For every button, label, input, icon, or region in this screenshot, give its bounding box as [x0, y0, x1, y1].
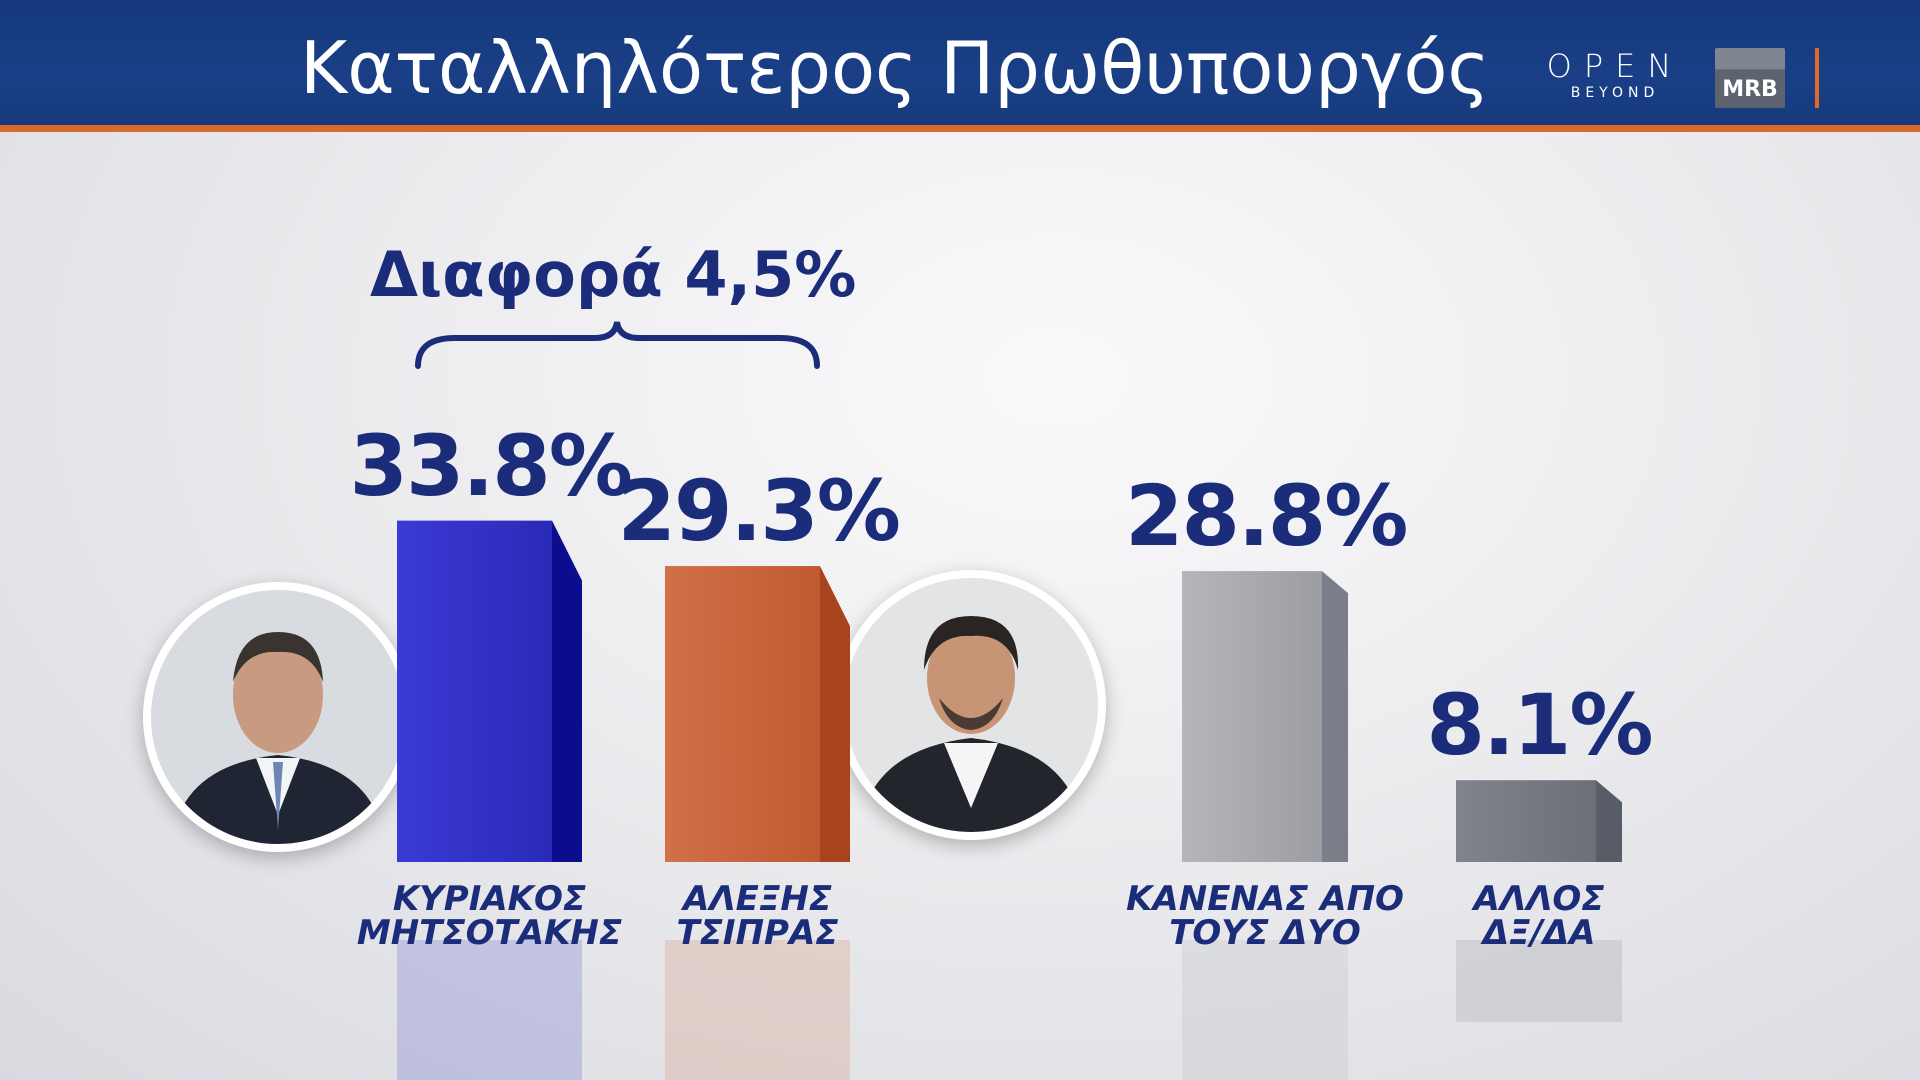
bar-value-label: 29.3%	[617, 462, 901, 561]
bar-reflection	[665, 940, 850, 1080]
category-label-line: ΑΛΕΞΗΣ	[682, 879, 832, 919]
avatar-mitsotakis	[143, 582, 413, 852]
bar-side	[1322, 571, 1348, 862]
category-label-line: ΤΟΥΣ ΔΥΟ	[1169, 913, 1361, 953]
channel-logo-name: OPEN	[1546, 47, 1684, 85]
difference-annotation: Διαφορά 4,5%	[370, 238, 857, 311]
category-label: ΚΑΝΕΝΑΣ ΑΠΟ ΤΟΥΣ ΔΥΟ	[1085, 882, 1445, 950]
bar-value-label: 33.8%	[349, 416, 633, 515]
bar-value-label: 28.8%	[1125, 467, 1408, 566]
category-label: ΑΛΕΞΗΣ ΤΣΙΠΡΑΣ	[578, 882, 938, 950]
bar-side	[552, 520, 582, 862]
bar-reflection	[397, 940, 582, 1080]
bar-side	[820, 566, 850, 862]
header-bar: Καταλληλότερος Πρωθυπουργός OPEN BEYOND …	[0, 0, 1920, 125]
bar-reflection	[1182, 940, 1348, 1080]
category-label-line: ΤΣΙΠΡΑΣ	[676, 913, 839, 953]
category-label-line: ΜΗΤΣΟΤΑΚΗΣ	[356, 913, 623, 953]
bar	[665, 566, 820, 862]
bar-value-label: 8.1%	[1426, 676, 1654, 775]
category-label-line: ΚΑΝΕΝΑΣ ΑΠΟ	[1126, 879, 1404, 919]
channel-logo-subtitle: BEYOND	[1570, 85, 1660, 101]
category-label-line: ΚΥΡΙΑΚΟΣ	[392, 879, 587, 919]
header-accent-bar	[1815, 48, 1819, 108]
category-label: ΚΥΡΙΑΚΟΣ ΜΗΤΣΟΤΑΚΗΣ	[310, 882, 670, 950]
category-label-line: ΔΞ/ΔΑ	[1482, 913, 1596, 953]
avatar-tsipras	[836, 570, 1106, 840]
header-underline	[0, 125, 1920, 132]
category-label-line: ΑΛΛΟΣ	[1473, 879, 1605, 919]
bar	[1182, 571, 1322, 862]
bar	[397, 520, 552, 862]
category-label: ΑΛΛΟΣ ΔΞ/ΔΑ	[1359, 882, 1719, 950]
bar	[1456, 780, 1596, 862]
mrb-logo-text: MRB	[1722, 77, 1778, 102]
channel-logo: OPEN BEYOND	[1540, 48, 1690, 110]
bar-reflection	[1456, 940, 1622, 1022]
difference-brace-icon	[415, 321, 820, 369]
bar-side	[1596, 780, 1622, 862]
page-title: Καταλληλότερος Πρωθυπουργός	[300, 26, 1490, 110]
mrb-logo: MRB	[1715, 48, 1785, 108]
